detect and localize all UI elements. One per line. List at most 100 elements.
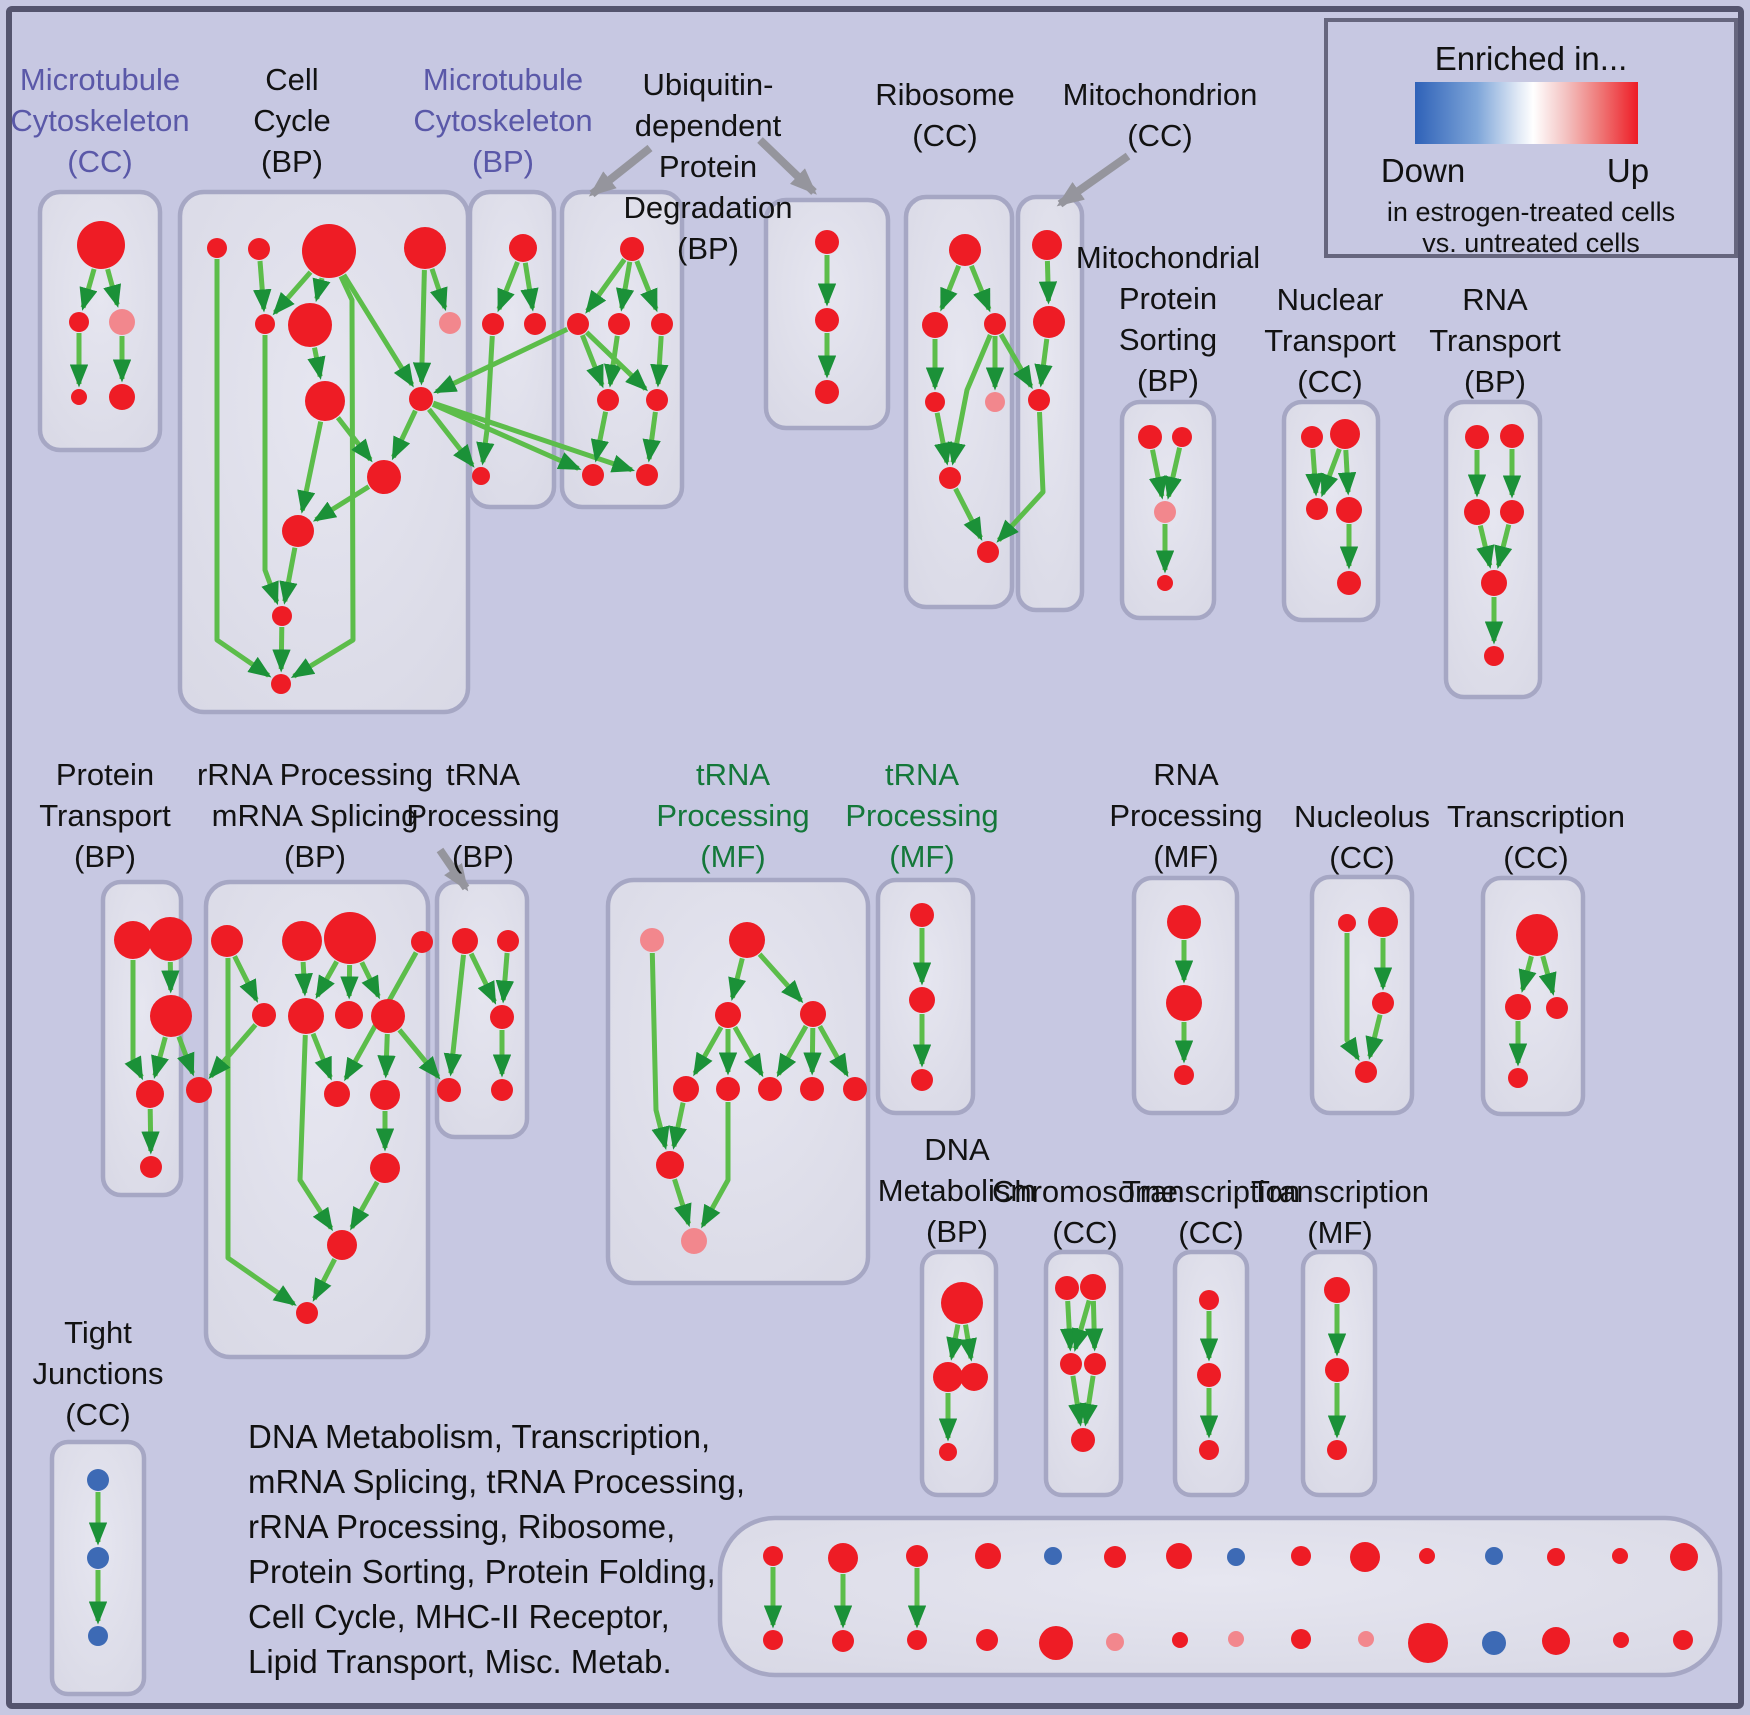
node-t6 xyxy=(1484,646,1504,666)
node-v1 xyxy=(1199,1290,1219,1310)
edge-f2-f6 xyxy=(732,1025,764,1078)
node-v2 xyxy=(1197,1363,1221,1387)
edge-d1-d2 xyxy=(946,1324,965,1361)
node-y3 xyxy=(302,224,356,278)
summary-line-4: Protein Sorting, Protein Folding, xyxy=(248,1553,716,1590)
edge-f4-f9 xyxy=(668,1102,687,1150)
node-y9 xyxy=(409,387,433,411)
node-r3 xyxy=(984,313,1006,335)
box-ubq1 xyxy=(559,189,685,510)
edge-u6-u8 xyxy=(642,411,661,463)
node-n3 xyxy=(1306,498,1328,520)
node-w3 xyxy=(1327,1440,1347,1460)
node-pt3 xyxy=(150,995,192,1037)
node-a01 xyxy=(763,1546,783,1566)
node-p3 xyxy=(1154,501,1176,523)
edge-rr3-rr8 xyxy=(359,961,381,1000)
node-u7 xyxy=(582,464,604,486)
node-u2 xyxy=(567,313,589,335)
node-k1 xyxy=(1338,914,1356,932)
node-z14 xyxy=(1613,1632,1629,1648)
node-a07 xyxy=(1166,1543,1192,1569)
node-s2 xyxy=(497,930,519,952)
edge-u2-y9 xyxy=(433,326,569,394)
node-t1 xyxy=(1465,425,1489,449)
summary-line-1: DNA Metabolism, Transcription, xyxy=(248,1418,711,1455)
node-n1 xyxy=(1301,426,1323,448)
edge-e4-e5 xyxy=(1079,1375,1098,1427)
node-r1 xyxy=(949,234,981,266)
edge-f3-f6 xyxy=(776,1024,809,1078)
edge-rr11-rr12 xyxy=(349,1180,380,1231)
node-u1 xyxy=(620,237,644,261)
legend-title: Enriched in... xyxy=(1434,40,1628,77)
edge-k3-k4 xyxy=(1365,1014,1384,1060)
node-a09 xyxy=(1291,1546,1311,1566)
edge-r3-m3 xyxy=(998,333,1034,390)
node-rr13 xyxy=(296,1302,318,1324)
edge-y1-y13 xyxy=(214,259,272,678)
edge-n2-n4 xyxy=(1337,449,1357,496)
edge-b2-b4 xyxy=(476,335,495,466)
edge-y3-y13 xyxy=(290,275,356,679)
node-t2 xyxy=(1500,424,1524,448)
node-z02 xyxy=(832,1630,854,1652)
node-f10 xyxy=(681,1228,707,1254)
legend-up-label: Up xyxy=(1606,152,1650,189)
node-rr0 xyxy=(186,1077,212,1103)
edge-pt3-rr0 xyxy=(176,1035,195,1077)
node-c4 xyxy=(71,389,87,405)
edge-e3-e5 xyxy=(1068,1375,1087,1427)
edge-pt4-pt5 xyxy=(141,1108,160,1155)
edge-y3-y9 xyxy=(341,273,415,388)
node-r2 xyxy=(922,312,948,338)
edge-rr8-s4 xyxy=(397,1028,441,1080)
node-y12 xyxy=(272,606,292,626)
edge-t3-t5 xyxy=(1476,525,1495,569)
node-w2 xyxy=(1325,1358,1349,1382)
node-a08 xyxy=(1227,1548,1245,1566)
edge-rr6-rr9 xyxy=(310,1032,333,1081)
node-r4 xyxy=(925,392,945,412)
box-chrom xyxy=(1043,1249,1124,1498)
edge-u2-u5 xyxy=(580,334,605,389)
node-e5 xyxy=(1071,1428,1095,1452)
node-a14 xyxy=(1612,1548,1628,1564)
edge-n1-n3 xyxy=(1305,448,1324,497)
node-z03 xyxy=(907,1630,927,1650)
node-d4 xyxy=(939,1443,957,1461)
box-rrna xyxy=(203,879,431,1360)
node-l2 xyxy=(1505,994,1531,1020)
node-h2 xyxy=(1166,985,1202,1021)
edge-r3-r6 xyxy=(947,334,993,466)
node-y6 xyxy=(288,303,332,347)
box-mito xyxy=(1015,194,1085,613)
edge-b1-b3 xyxy=(520,262,539,312)
node-z13 xyxy=(1542,1627,1570,1655)
edge-s1-s3 xyxy=(468,952,497,1005)
edge-e1-e3 xyxy=(1059,1300,1079,1352)
node-f4 xyxy=(673,1076,699,1102)
node-a15 xyxy=(1670,1543,1698,1571)
node-z08 xyxy=(1228,1631,1244,1647)
node-q3 xyxy=(815,380,839,404)
node-c3 xyxy=(109,309,135,335)
node-q1 xyxy=(815,230,839,254)
edge-u1-u4 xyxy=(634,260,659,313)
edge-rr12-rr13 xyxy=(312,1258,337,1302)
node-w1 xyxy=(1324,1277,1350,1303)
node-y5 xyxy=(255,314,275,334)
node-j3 xyxy=(88,1626,108,1646)
edge-k1-k4 xyxy=(1339,933,1360,1062)
node-a03 xyxy=(906,1545,928,1567)
node-p1 xyxy=(1138,425,1162,449)
node-y2 xyxy=(248,238,270,260)
edge-r1-r3 xyxy=(969,264,992,313)
summary-line-3: rRNA Processing, Ribosome, xyxy=(248,1508,676,1545)
node-g3 xyxy=(911,1069,933,1091)
edge-y9-y10 xyxy=(391,409,418,461)
node-rr5 xyxy=(252,1003,276,1027)
edge-p2-p3 xyxy=(1163,447,1183,500)
node-d3 xyxy=(960,1363,988,1391)
